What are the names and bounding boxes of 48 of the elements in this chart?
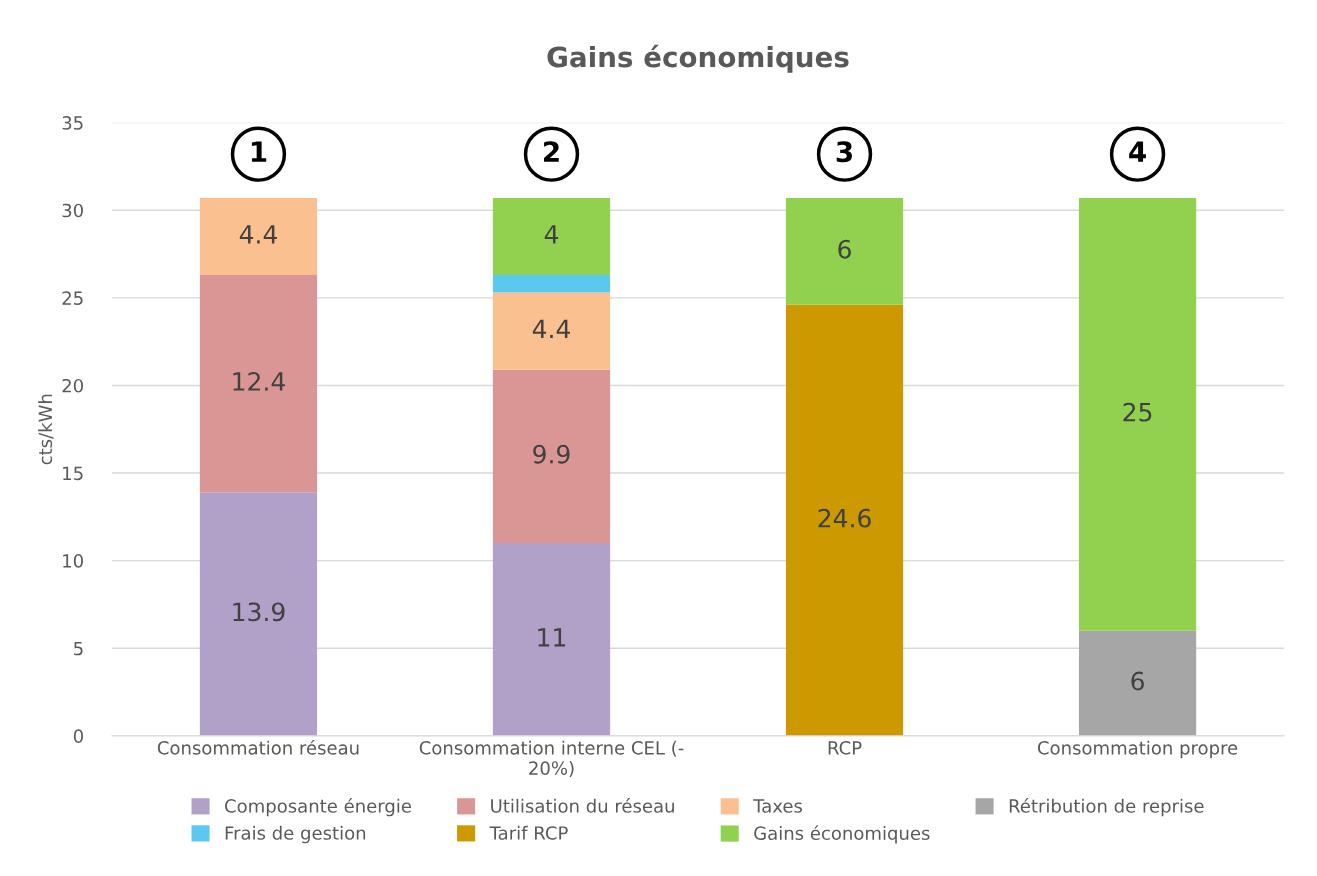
- x-tick-label: RCP: [828, 741, 862, 755]
- y-axis-title: cts/kWh: [38, 394, 54, 465]
- annotation: 1: [251, 141, 267, 162]
- y-tick-label: 20: [62, 378, 83, 393]
- annotation: 2: [544, 141, 559, 162]
- legend-label: Composante énergie: [225, 798, 411, 817]
- y-tick-label: 35: [62, 116, 83, 130]
- annotation: 4: [1129, 141, 1146, 162]
- data-label: 24.6: [818, 508, 871, 528]
- y-tick-label: 0: [73, 729, 83, 743]
- y-tick-label: 25: [62, 291, 83, 305]
- data-label: 9.9: [533, 444, 570, 464]
- bar: [492, 197, 611, 276]
- legend-label: Utilisation du réseau: [491, 798, 674, 813]
- bar: [199, 492, 318, 736]
- bar: [785, 304, 904, 736]
- bar: [199, 275, 318, 493]
- y-tick-label: 10: [63, 554, 83, 568]
- legend-label: Frais de gestion: [225, 825, 366, 844]
- x-tick-label: Consommation propre: [1037, 740, 1238, 759]
- bar: [492, 543, 611, 736]
- data-label: 11: [538, 628, 566, 647]
- x-tick-label: Consommation interne CEL (- 20%): [419, 740, 684, 778]
- chart-title: Gains économiques: [547, 44, 849, 73]
- legend-label: Tarif RCP: [489, 825, 568, 840]
- bar: [199, 197, 318, 276]
- bar: [1078, 630, 1197, 736]
- bar: [492, 369, 611, 544]
- data-label: 4: [544, 225, 559, 244]
- annotation: 3: [836, 141, 852, 163]
- bar: [492, 275, 611, 293]
- legend-label: Gains économiques: [754, 825, 930, 844]
- legend-label: Rétribution de reprise: [1009, 798, 1204, 817]
- data-label: 13.9: [233, 602, 285, 622]
- bar: [1078, 197, 1197, 631]
- y-tick-label: 5: [74, 641, 83, 656]
- data-label: 4.4: [239, 225, 277, 244]
- data-label: 6: [1131, 671, 1144, 691]
- x-tick-label: Consommation réseau: [157, 739, 359, 755]
- legend-label: Taxes: [753, 799, 803, 813]
- bar: [492, 292, 611, 370]
- y-tick-label: 15: [63, 466, 83, 481]
- data-label: 6: [838, 239, 851, 259]
- bar: [785, 197, 904, 305]
- data-label: 25: [1123, 402, 1152, 422]
- y-tick-label: 30: [62, 203, 83, 218]
- data-label: 12.4: [233, 372, 285, 391]
- data-label: 4.4: [532, 319, 570, 339]
